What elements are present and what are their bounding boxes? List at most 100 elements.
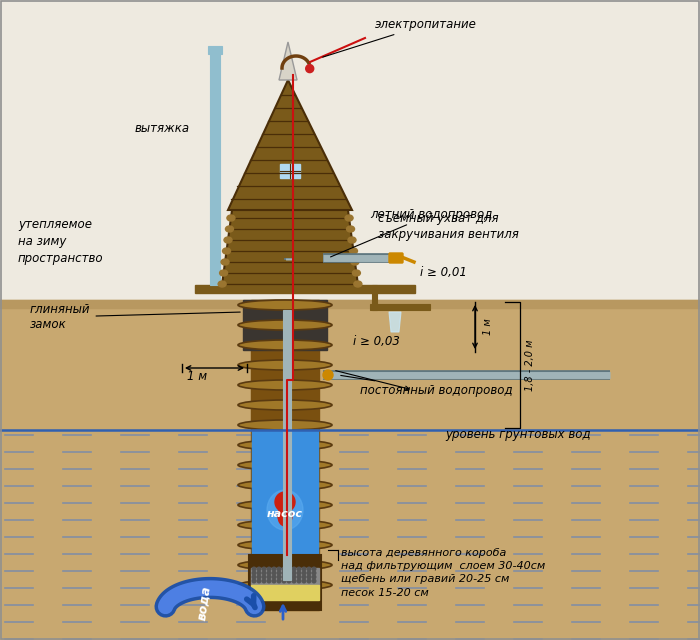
Circle shape [277, 579, 281, 583]
Circle shape [262, 567, 266, 571]
Circle shape [262, 579, 266, 583]
Circle shape [312, 579, 316, 583]
Bar [195, 285, 415, 293]
Ellipse shape [224, 237, 232, 243]
Circle shape [252, 567, 256, 571]
Ellipse shape [348, 237, 356, 243]
Text: вода: вода [195, 584, 213, 621]
Polygon shape [389, 312, 401, 332]
Ellipse shape [238, 580, 332, 590]
Text: съемный ухват для
закручивания вентиля: съемный ухват для закручивания вентиля [378, 212, 519, 241]
Circle shape [302, 575, 306, 579]
Ellipse shape [220, 270, 228, 276]
Circle shape [287, 575, 290, 579]
Ellipse shape [354, 281, 362, 287]
Ellipse shape [238, 520, 332, 530]
Ellipse shape [221, 259, 229, 265]
Bar [251, 585, 319, 600]
Circle shape [287, 579, 290, 583]
Bar [280, 164, 300, 178]
Circle shape [282, 571, 286, 575]
Circle shape [252, 579, 256, 583]
Circle shape [252, 571, 256, 575]
Circle shape [287, 571, 290, 575]
Circle shape [298, 575, 301, 579]
Bar [249, 555, 321, 610]
Text: 1 м: 1 м [187, 370, 207, 383]
Text: высота деревянного короба
над фильтрующим  слоем 30-40см
щебень или гравий 20-25: высота деревянного короба над фильтрующи… [341, 548, 545, 598]
Ellipse shape [225, 226, 234, 232]
Circle shape [292, 575, 296, 579]
Polygon shape [228, 80, 352, 210]
Circle shape [257, 567, 261, 571]
Text: насос: насос [267, 509, 303, 519]
Ellipse shape [218, 281, 226, 287]
Circle shape [298, 571, 301, 575]
Ellipse shape [238, 460, 332, 470]
Text: электропитание: электропитание [323, 18, 477, 57]
Circle shape [267, 579, 271, 583]
Ellipse shape [238, 300, 332, 310]
Ellipse shape [238, 420, 332, 430]
Ellipse shape [238, 340, 332, 350]
Text: 1,8 - 2,0 м: 1,8 - 2,0 м [525, 339, 535, 391]
Text: 1 м: 1 м [483, 319, 493, 335]
Circle shape [306, 65, 314, 72]
Bar [210, 50, 220, 285]
Polygon shape [222, 210, 358, 285]
Circle shape [272, 575, 276, 579]
Ellipse shape [238, 560, 332, 570]
Circle shape [287, 567, 290, 571]
Ellipse shape [227, 215, 235, 221]
Circle shape [277, 571, 281, 575]
Circle shape [298, 567, 301, 571]
Circle shape [257, 579, 261, 583]
Circle shape [257, 575, 261, 579]
Ellipse shape [238, 360, 332, 370]
Circle shape [262, 571, 266, 575]
Circle shape [302, 579, 306, 583]
Text: вытяжка: вытяжка [135, 122, 190, 135]
Circle shape [312, 567, 316, 571]
Ellipse shape [238, 480, 332, 490]
Circle shape [252, 575, 256, 579]
Ellipse shape [238, 540, 332, 550]
Ellipse shape [351, 259, 359, 265]
Circle shape [267, 575, 271, 579]
Circle shape [298, 579, 301, 583]
Circle shape [272, 571, 276, 575]
Circle shape [302, 571, 306, 575]
Bar [370, 304, 430, 310]
Circle shape [267, 571, 271, 575]
Circle shape [307, 571, 311, 575]
Circle shape [312, 575, 316, 579]
Text: постоянный водопровод: постоянный водопровод [341, 376, 512, 397]
Circle shape [292, 571, 296, 575]
Circle shape [277, 575, 281, 579]
Text: i ≥ 0,01: i ≥ 0,01 [420, 266, 467, 279]
Ellipse shape [345, 215, 353, 221]
Circle shape [323, 370, 333, 380]
Circle shape [257, 571, 261, 575]
FancyBboxPatch shape [389, 253, 403, 263]
Circle shape [292, 579, 296, 583]
Ellipse shape [352, 270, 361, 276]
Ellipse shape [349, 248, 358, 254]
Ellipse shape [267, 490, 303, 530]
Bar [0, 300, 700, 640]
Bar [252, 430, 318, 590]
Bar [283, 310, 291, 580]
Text: i ≥ 0,03: i ≥ 0,03 [353, 335, 400, 348]
Circle shape [277, 567, 281, 571]
Circle shape [307, 579, 311, 583]
Circle shape [292, 567, 296, 571]
Circle shape [312, 571, 316, 575]
Ellipse shape [238, 500, 332, 510]
Bar [0, 300, 700, 308]
Bar [0, 0, 700, 300]
Circle shape [272, 567, 276, 571]
Text: уровень грунтовых вод: уровень грунтовых вод [445, 428, 591, 441]
Text: глиняный
замок: глиняный замок [30, 303, 240, 331]
Ellipse shape [238, 380, 332, 390]
Bar [251, 568, 319, 585]
